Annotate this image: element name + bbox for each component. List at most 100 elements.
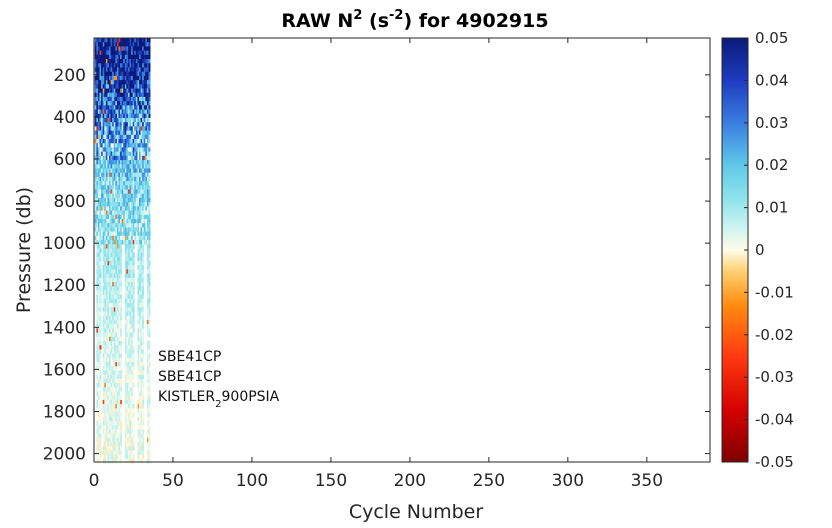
- heatmap-cell: [131, 458, 134, 464]
- heatmap-cell: [145, 113, 148, 119]
- heatmap-cell: [143, 122, 146, 127]
- heatmap-cell: [148, 46, 151, 52]
- heatmap-cell: [123, 143, 126, 148]
- heatmap-cell: [126, 126, 129, 131]
- heatmap-cell: [99, 38, 102, 43]
- heatmap-cell: [124, 218, 127, 224]
- heatmap-cell: [105, 244, 108, 249]
- heatmap-cell: [131, 366, 134, 371]
- heatmap-cell: [146, 345, 149, 350]
- heatmap-cell: [94, 130, 97, 136]
- heatmap-cell: [96, 298, 99, 304]
- heatmap-cell: [140, 164, 143, 169]
- heatmap-cell: [110, 252, 113, 258]
- annotation-3-main: KISTLER: [158, 389, 215, 405]
- heatmap-cell: [112, 84, 115, 89]
- heatmap-cell: [123, 231, 126, 237]
- heatmap-cell: [109, 446, 111, 451]
- heatmap-cell: [135, 67, 138, 73]
- heatmap-cell: [143, 92, 146, 98]
- heatmap-cell: [135, 172, 138, 178]
- heatmap-cell: [123, 71, 126, 77]
- heatmap-cell: [143, 181, 146, 186]
- heatmap-cell: [143, 67, 146, 73]
- heatmap-cell: [121, 218, 124, 224]
- heatmap-cell: [146, 425, 149, 430]
- heatmap-cell: [109, 319, 111, 325]
- heatmap-cell: [131, 50, 134, 56]
- heatmap-cell: [142, 84, 145, 89]
- heatmap-cell: [113, 374, 116, 380]
- heatmap-cell: [143, 113, 146, 119]
- heatmap-cell: [107, 345, 110, 350]
- heatmap-cell: [96, 437, 99, 443]
- heatmap-cell: [107, 38, 110, 43]
- heatmap-cell: [126, 84, 129, 89]
- heatmap-cell: [142, 395, 145, 401]
- heatmap-cell: [148, 404, 151, 409]
- heatmap-cell: [126, 425, 129, 430]
- heatmap-cell: [126, 63, 129, 68]
- heatmap-cell: [137, 378, 140, 384]
- heatmap-cell: [102, 42, 105, 47]
- heatmap-cell: [131, 210, 134, 216]
- heatmap-cell: [116, 168, 119, 174]
- heatmap-cell: [139, 357, 141, 363]
- heatmap-cell: [97, 378, 100, 384]
- heatmap-cell: [96, 214, 99, 220]
- heatmap-cell: [97, 290, 100, 296]
- heatmap-cell: [124, 189, 127, 195]
- heatmap-cell: [118, 454, 121, 460]
- heatmap-cell: [124, 311, 127, 317]
- heatmap-cell: [123, 105, 126, 110]
- heatmap-cell: [118, 160, 121, 165]
- heatmap-cell: [96, 38, 99, 43]
- heatmap-cell: [94, 59, 97, 64]
- heatmap-cell: [99, 399, 102, 405]
- heatmap-cell: [97, 46, 100, 52]
- heatmap-cell: [104, 256, 107, 262]
- heatmap-cell: [118, 437, 121, 443]
- x-axis: 0 50 100 150 200 250 300 350: [89, 38, 663, 491]
- heatmap-cell: [135, 151, 138, 157]
- heatmap-cell: [140, 269, 143, 275]
- heatmap-cell: [104, 404, 107, 409]
- heatmap-cell: [120, 374, 123, 380]
- heatmap-cell: [143, 227, 146, 232]
- heatmap-cell: [121, 151, 124, 157]
- heatmap-cell: [146, 357, 149, 363]
- heatmap-cell: [109, 46, 111, 52]
- heatmap-cell: [139, 273, 141, 279]
- heatmap-cell: [96, 206, 99, 211]
- heatmap-cell: [131, 420, 134, 426]
- heatmap-cell: [140, 101, 143, 106]
- heatmap-cell: [127, 378, 130, 384]
- heatmap-cell: [126, 353, 129, 359]
- heatmap-cell: [116, 151, 119, 157]
- heatmap-cell: [107, 269, 110, 275]
- heatmap-cell: [126, 336, 129, 342]
- heatmap-cell: [142, 92, 145, 98]
- heatmap-cell: [142, 307, 145, 312]
- heatmap-cell: [148, 458, 151, 464]
- heatmap-cell: [142, 446, 145, 451]
- heatmap-cell: [118, 67, 121, 73]
- heatmap-cell: [112, 357, 115, 363]
- heatmap-cell: [120, 164, 123, 169]
- heatmap-cell: [113, 206, 116, 211]
- heatmap-cell: [127, 134, 130, 140]
- heatmap-cell: [134, 231, 137, 237]
- heatmap-cell: [148, 113, 151, 119]
- heatmap-cell: [102, 143, 105, 148]
- heatmap-cell: [97, 282, 100, 287]
- heatmap-cell: [109, 181, 111, 186]
- heatmap-cell: [124, 210, 127, 216]
- heatmap-cell: [129, 374, 132, 380]
- heatmap-cell: [129, 168, 132, 174]
- heatmap-cell: [142, 425, 145, 430]
- heatmap-cell: [116, 450, 119, 456]
- heatmap-cell: [131, 345, 134, 350]
- heatmap-cell: [135, 164, 138, 169]
- heatmap-cell: [146, 248, 149, 254]
- heatmap-cell: [99, 420, 102, 426]
